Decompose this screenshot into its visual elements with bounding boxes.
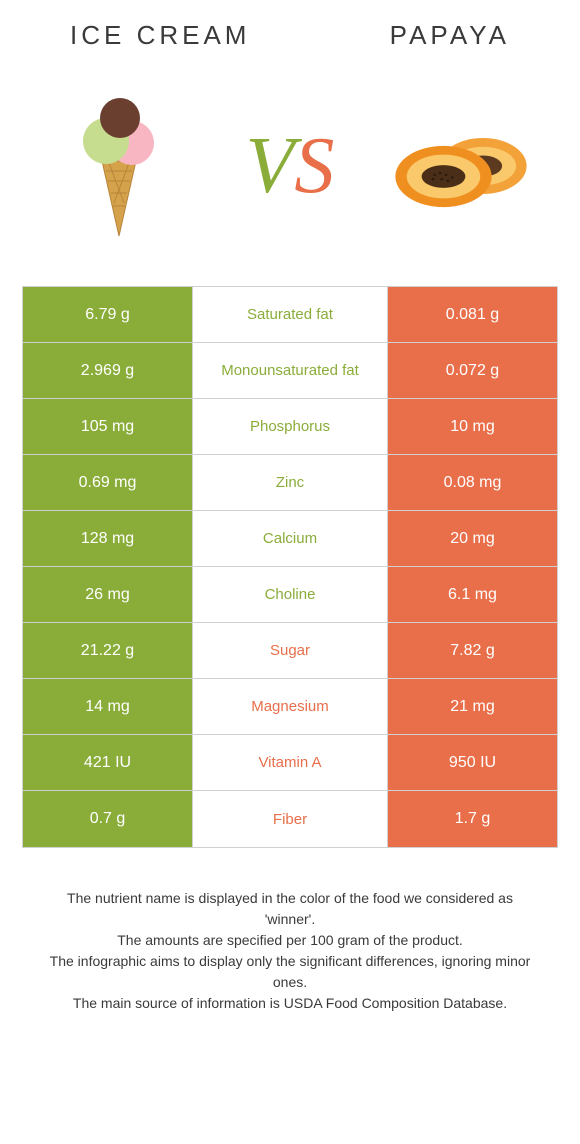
table-row: 0.7 gFiber1.7 g bbox=[23, 791, 557, 847]
value-left: 14 mg bbox=[23, 679, 193, 734]
value-right: 6.1 mg bbox=[387, 567, 557, 622]
value-left: 105 mg bbox=[23, 399, 193, 454]
value-right: 21 mg bbox=[387, 679, 557, 734]
nutrient-label: Calcium bbox=[193, 511, 387, 566]
nutrient-label: Phosphorus bbox=[193, 399, 387, 454]
value-left: 128 mg bbox=[23, 511, 193, 566]
vs-label: VS bbox=[246, 121, 335, 212]
value-right: 0.08 mg bbox=[387, 455, 557, 510]
footnotes: The nutrient name is displayed in the co… bbox=[20, 888, 560, 1014]
nutrient-label: Vitamin A bbox=[193, 735, 387, 790]
table-row: 26 mgCholine6.1 mg bbox=[23, 567, 557, 623]
value-left: 0.69 mg bbox=[23, 455, 193, 510]
table-row: 128 mgCalcium20 mg bbox=[23, 511, 557, 567]
nutrient-label: Saturated fat bbox=[193, 287, 387, 342]
table-row: 21.22 gSugar7.82 g bbox=[23, 623, 557, 679]
value-left: 2.969 g bbox=[23, 343, 193, 398]
table-row: 2.969 gMonounsaturated fat0.072 g bbox=[23, 343, 557, 399]
vs-s: S bbox=[294, 122, 334, 210]
value-right: 0.072 g bbox=[387, 343, 557, 398]
footnote-4: The main source of information is USDA F… bbox=[45, 993, 535, 1014]
icecream-icon bbox=[49, 91, 189, 241]
nutrient-label: Choline bbox=[193, 567, 387, 622]
header: ICE CREAM PAPAYA bbox=[20, 20, 560, 51]
table-row: 105 mgPhosphorus10 mg bbox=[23, 399, 557, 455]
table-row: 6.79 gSaturated fat0.081 g bbox=[23, 287, 557, 343]
value-right: 0.081 g bbox=[387, 287, 557, 342]
vs-v: V bbox=[246, 122, 295, 210]
value-left: 21.22 g bbox=[23, 623, 193, 678]
title-right: PAPAYA bbox=[390, 20, 510, 51]
value-left: 26 mg bbox=[23, 567, 193, 622]
footnote-2: The amounts are specified per 100 gram o… bbox=[45, 930, 535, 951]
table-row: 0.69 mgZinc0.08 mg bbox=[23, 455, 557, 511]
nutrient-label: Magnesium bbox=[193, 679, 387, 734]
nutrient-label: Monounsaturated fat bbox=[193, 343, 387, 398]
illustrations: VS bbox=[20, 81, 560, 251]
value-right: 7.82 g bbox=[387, 623, 557, 678]
value-left: 0.7 g bbox=[23, 791, 193, 847]
papaya-icon bbox=[391, 91, 531, 241]
title-left: ICE CREAM bbox=[70, 20, 250, 51]
nutrient-label: Fiber bbox=[193, 791, 387, 847]
footnote-3: The infographic aims to display only the… bbox=[45, 951, 535, 993]
value-right: 1.7 g bbox=[387, 791, 557, 847]
value-left: 6.79 g bbox=[23, 287, 193, 342]
nutrient-label: Sugar bbox=[193, 623, 387, 678]
table-row: 421 IUVitamin A950 IU bbox=[23, 735, 557, 791]
nutrient-label: Zinc bbox=[193, 455, 387, 510]
footnote-1: The nutrient name is displayed in the co… bbox=[45, 888, 535, 930]
table-row: 14 mgMagnesium21 mg bbox=[23, 679, 557, 735]
value-right: 10 mg bbox=[387, 399, 557, 454]
value-right: 950 IU bbox=[387, 735, 557, 790]
value-right: 20 mg bbox=[387, 511, 557, 566]
comparison-table: 6.79 gSaturated fat0.081 g2.969 gMonouns… bbox=[22, 286, 558, 848]
value-left: 421 IU bbox=[23, 735, 193, 790]
